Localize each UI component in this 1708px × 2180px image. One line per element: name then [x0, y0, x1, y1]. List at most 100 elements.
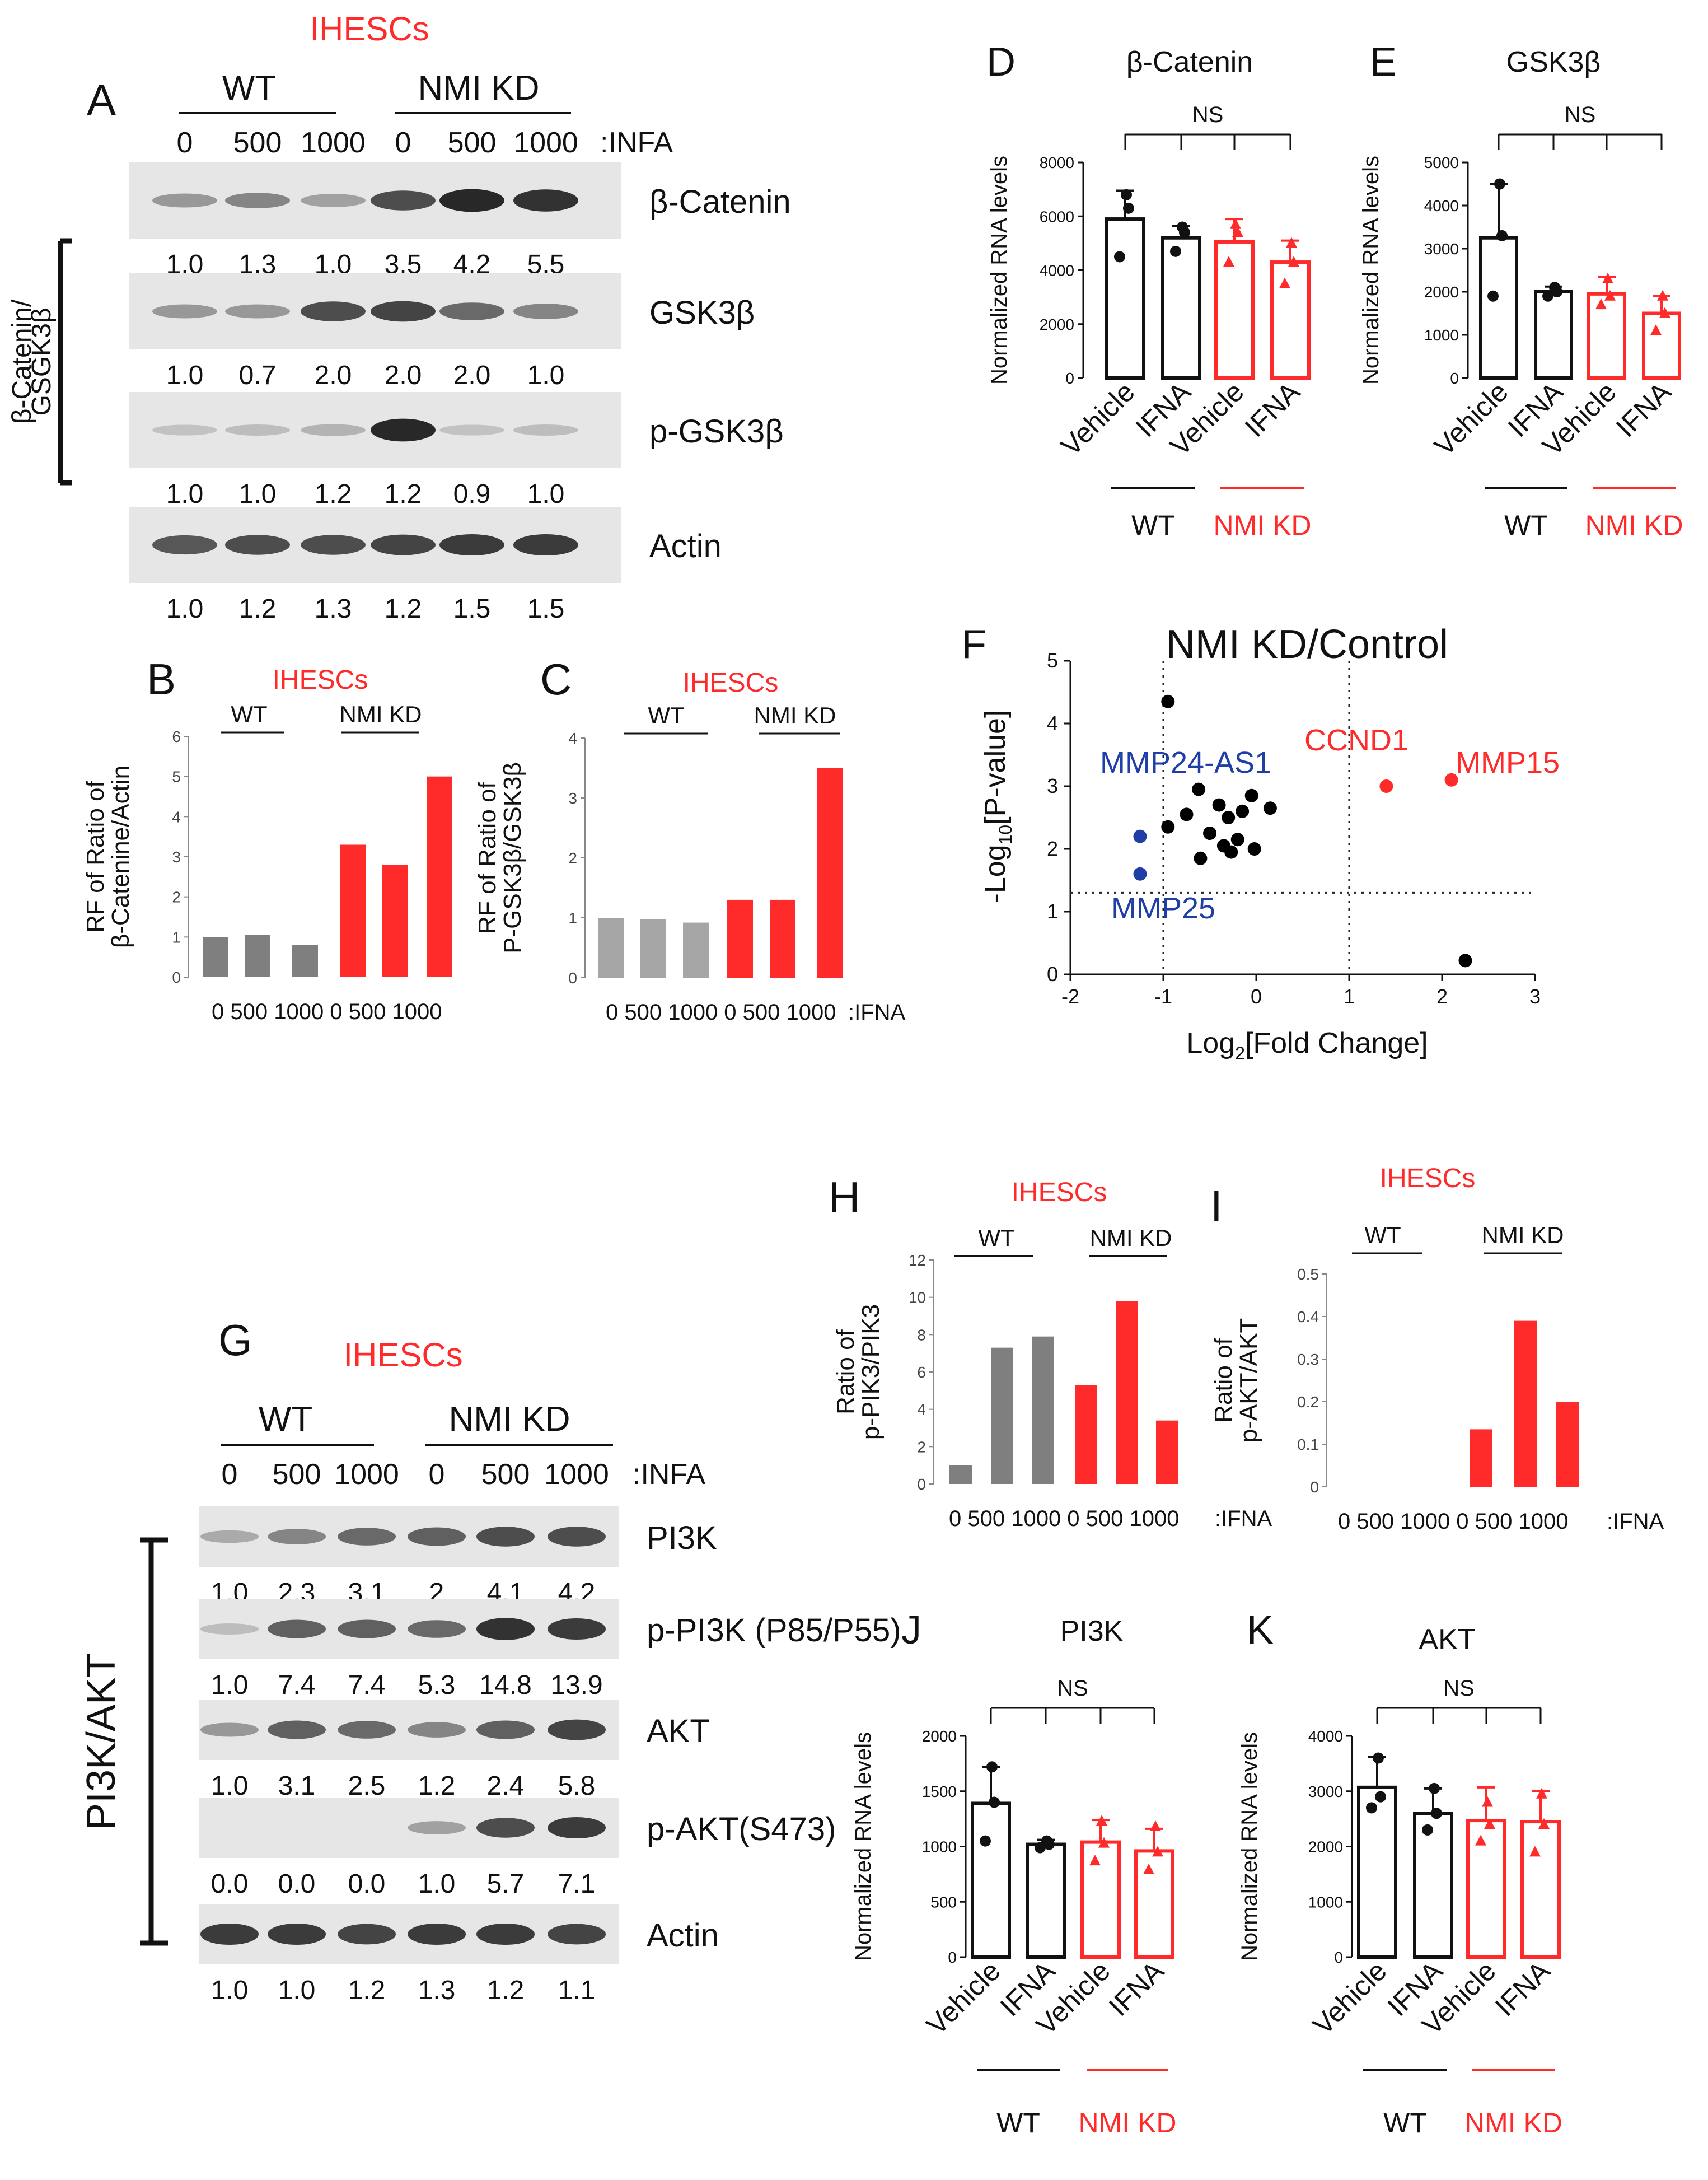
chart-D-bar — [1270, 260, 1311, 380]
chart-K-y-tick-label: 3000 — [1308, 1783, 1343, 1800]
panel-g-band — [408, 1722, 466, 1738]
chart-D-letter: D — [986, 40, 1016, 85]
chart-J-ns-label: NS — [1057, 1676, 1088, 1701]
chart-H-letter: H — [829, 1173, 860, 1222]
panel-g-quant-value: 1.1 — [558, 1976, 596, 2005]
chart-K-title: AKT — [1419, 1623, 1475, 1656]
chart-F-point-annotation: MMP15 — [1456, 746, 1560, 779]
chart-K-bar — [1357, 1785, 1397, 1959]
chart-I-group-label: NMI KD — [1482, 1222, 1564, 1248]
chart-K-data-point — [1529, 1846, 1541, 1857]
chart-J-data-point — [1150, 1820, 1161, 1831]
panel-a-blot-label: Actin — [649, 528, 722, 564]
panel-g-dose-label: 1000 — [544, 1458, 609, 1491]
chart-F-x-tick-label: -1 — [1154, 985, 1172, 1008]
panel-a-quant-value: 1.0 — [166, 594, 204, 624]
chart-F-data-point — [1133, 829, 1147, 843]
panel-a-blot-label: p-GSK3β — [649, 413, 784, 450]
chart-E-x-tick-label: IFNA — [1610, 376, 1678, 444]
chart-K-data-point — [1538, 1818, 1550, 1829]
chart-E-x-tick-label: Vehicle — [1428, 376, 1514, 462]
chart-K-y-tick-label: 2000 — [1308, 1838, 1343, 1856]
chart-I-y-tick-label: 0.4 — [1297, 1308, 1319, 1325]
chart-C-x-tick-labels: 0 500 1000 0 500 1000 — [606, 1000, 836, 1025]
panel-g-band — [548, 1618, 606, 1640]
panel-g-quant-value: 1.2 — [418, 1771, 456, 1801]
panel-a-dose-label: 500 — [233, 127, 282, 159]
chart-B-letter: B — [147, 655, 176, 704]
panel-a-band — [301, 424, 366, 436]
panel-a-treatment-label: :INFA — [600, 127, 673, 159]
panel-g-quant-value: 1.2 — [348, 1976, 386, 2005]
panel-a-band — [152, 193, 217, 208]
chart-D-y-tick-label: 6000 — [1040, 208, 1074, 225]
chart-D-group-label: NMI KD — [1214, 510, 1312, 541]
chart-E-data-point — [1650, 324, 1662, 335]
chart-D-y-tick-label: 4000 — [1040, 262, 1074, 279]
chart-F-point-annotation: CCND1 — [1304, 723, 1408, 757]
chart-J-data-point — [986, 1761, 998, 1773]
chart-J-bar — [1080, 1840, 1121, 1959]
chart-H-y-tick-label: 8 — [917, 1326, 926, 1343]
chart-F-y-tick-label: 0 — [1047, 963, 1058, 986]
chart-J-title: PI3K — [1060, 1615, 1124, 1647]
chart-I-y-label: Ratio of — [1210, 1337, 1237, 1422]
chart-E-group-label: NMI KD — [1585, 510, 1683, 541]
chart-K-bar — [1413, 1812, 1453, 1959]
chart-I-y-tick-label: 0.1 — [1297, 1436, 1319, 1453]
panel-g-side-label: PI3K/AKT — [79, 1653, 124, 1830]
panel-g-band — [338, 1619, 396, 1638]
chart-D-data-point — [1114, 251, 1125, 263]
chart-J-data-point — [1041, 1835, 1052, 1847]
chart-J-y-tick-label: 0 — [948, 1949, 957, 1966]
panel-g-band — [476, 1923, 535, 1945]
chart-E-data-point — [1657, 290, 1668, 301]
panel-g-quant-value: 1.0 — [211, 1976, 249, 2005]
chart-J-y-tick-label: 500 — [930, 1893, 957, 1911]
panel-g-band — [548, 1924, 606, 1945]
panel-a-letter: A — [87, 75, 116, 124]
panel-a-quant-value: 1.0 — [166, 361, 204, 390]
panel-a-band — [152, 424, 217, 436]
chart-C-bar — [817, 768, 843, 978]
chart-B: B IHESCs 0 1 2 3 4 5 6 WT NMI KD 0 500 1000 0 500 1… — [82, 655, 452, 1024]
panel-g-band — [200, 1722, 259, 1737]
chart-B-y-tick-label: 3 — [172, 848, 181, 866]
chart-B-y-tick-label: 0 — [172, 969, 181, 986]
panel-g-cell-title: IHESCs — [343, 1336, 462, 1374]
chart-J-group-label: NMI KD — [1079, 2107, 1177, 2139]
chart-K-y-tick-label: 0 — [1334, 1949, 1343, 1966]
chart-B-bar — [340, 844, 366, 977]
chart-K-data-point — [1484, 1818, 1495, 1829]
chart-F-y-label-sub: 10 — [995, 825, 1016, 845]
chart-H-bar — [1032, 1336, 1054, 1484]
chart-K-y-tick-label: 4000 — [1308, 1728, 1343, 1745]
chart-E-letter: E — [1370, 40, 1397, 85]
chart-I-y-tick-label: 0.2 — [1297, 1393, 1319, 1411]
panel-g-band — [338, 1924, 396, 1945]
panel-g-quant-value: 7.1 — [558, 1869, 596, 1899]
panel-a-dose-label: 1000 — [301, 127, 366, 159]
panel-g-quant-value: 0.0 — [348, 1869, 386, 1899]
chart-K-y-tick-label: 1000 — [1308, 1893, 1343, 1911]
chart-F-data-point — [1133, 867, 1147, 881]
chart-E: E GSK3β 0 1000 2000 3000 4000 5000 NS Vehicle IFNA… — [1359, 40, 1683, 541]
panel-g-treatment-label: :INFA — [633, 1458, 705, 1491]
chart-F-title: NMI KD/Control — [1166, 622, 1448, 667]
chart-C-y-tick-label: 3 — [568, 790, 577, 807]
chart-D-bar — [1214, 240, 1255, 380]
chart-B-bar — [292, 945, 318, 977]
chart-F-y-tick-label: 3 — [1047, 774, 1058, 797]
chart-H-bar — [949, 1465, 972, 1484]
panel-g-quant-value: 2.5 — [348, 1771, 386, 1801]
panel-g-quant-value: 1.0 — [211, 1670, 249, 1700]
chart-B-y-label: β-Catenine/Actin — [107, 765, 134, 948]
chart-E-bar — [1587, 292, 1626, 380]
chart-H-group-label: WT — [978, 1225, 1014, 1251]
chart-J-data-point — [1152, 1846, 1163, 1857]
chart-F-data-point — [1212, 798, 1226, 812]
chart-J-x-tick-label: IFNA — [1103, 1955, 1171, 2023]
panel-g-quant-value: 14.8 — [479, 1670, 531, 1700]
panel-g-dose-label: 0 — [222, 1458, 238, 1491]
chart-F-x-tick-label: 2 — [1436, 985, 1448, 1008]
